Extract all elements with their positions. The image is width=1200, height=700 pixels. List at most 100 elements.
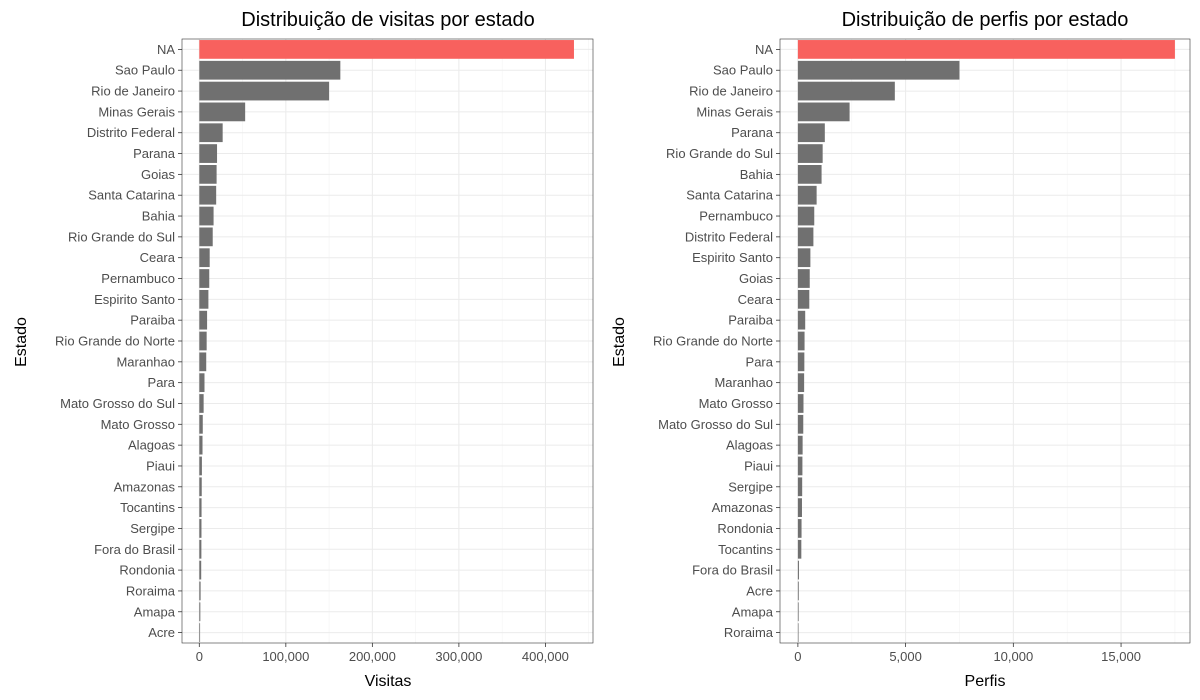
- y-tick-label: Tocantins: [120, 500, 175, 515]
- bar-acre: [199, 623, 201, 642]
- bar-paraiba: [199, 310, 208, 330]
- y-tick-label: Ceara: [738, 292, 774, 307]
- y-tick-label: Rondonia: [717, 521, 773, 536]
- y-tick-label: Amapa: [134, 604, 176, 619]
- y-tick-label: Rio Grande do Sul: [68, 229, 175, 244]
- y-tick-label: Mato Grosso do Sul: [60, 396, 175, 411]
- bar-roraima: [797, 623, 799, 642]
- y-tick-label: Parana: [133, 146, 176, 161]
- bar-rio-de-janeiro: [797, 81, 895, 101]
- y-tick-label: Fora do Brasil: [94, 542, 175, 557]
- y-tick-label: Rio de Janeiro: [91, 84, 175, 99]
- bar-parana: [797, 123, 825, 143]
- bar-para: [797, 352, 805, 372]
- y-tick-label: Bahia: [142, 209, 176, 224]
- y-tick-label: Sao Paulo: [713, 63, 773, 78]
- bar-santa-catarina: [199, 185, 217, 205]
- bar-espirito-santo: [199, 289, 209, 309]
- y-tick-label: Ceara: [140, 250, 176, 265]
- x-axis-title: Perfis: [965, 673, 1006, 690]
- bars: [199, 40, 574, 642]
- panel-border: [779, 38, 1191, 644]
- bar-rio-grande-do-sul: [199, 227, 213, 247]
- y-tick-label: NA: [755, 42, 773, 57]
- chart-perfis: Distribuição de perfis por estado Perfis…: [611, 9, 1191, 690]
- bar-para: [199, 373, 205, 393]
- bar-minas-gerais: [797, 102, 850, 122]
- x-tick-label: 5,000: [889, 649, 922, 664]
- bar-mato-grosso: [199, 414, 203, 434]
- y-tick-label: Roraima: [724, 625, 774, 640]
- bar-amazonas: [199, 477, 202, 497]
- y-tick-label: Para: [746, 354, 774, 369]
- bar-mato-grosso-do-sul: [797, 414, 804, 434]
- y-tick-label: Paraiba: [130, 313, 176, 328]
- y-tick-label: Maranhao: [714, 375, 773, 390]
- y-tick-label: Minas Gerais: [696, 104, 773, 119]
- bar-piaui: [797, 456, 803, 476]
- y-tick-label: Bahia: [740, 167, 774, 182]
- y-tick-label: Rio de Janeiro: [689, 84, 773, 99]
- bar-na: [199, 40, 574, 59]
- y-tick-label: Rio Grande do Norte: [653, 334, 773, 349]
- bar-mato-grosso-do-sul: [199, 394, 204, 413]
- y-tick-label: Mato Grosso: [699, 396, 773, 411]
- x-tick-label: 15,000: [1101, 649, 1141, 664]
- bar-distrito-federal: [199, 123, 223, 143]
- bar-ceara: [797, 289, 810, 309]
- bar-amapa: [797, 602, 799, 622]
- y-tick-label: Acre: [148, 625, 175, 640]
- x-tick-label: 0: [196, 649, 203, 664]
- y-tick-label: Goias: [739, 271, 773, 286]
- y-tick-label: Piaui: [146, 458, 175, 473]
- y-tick-label: Santa Catarina: [88, 188, 175, 203]
- y-tick-label: Distrito Federal: [87, 125, 175, 140]
- y-tick-label: Mato Grosso: [101, 417, 175, 432]
- bar-maranhao: [199, 352, 207, 372]
- bar-rio-grande-do-norte: [199, 331, 207, 351]
- bar-santa-catarina: [797, 185, 817, 205]
- bar-bahia: [797, 165, 822, 184]
- y-tick-label: Rondonia: [119, 563, 175, 578]
- bar-rio-de-janeiro: [199, 81, 330, 101]
- bar-alagoas: [199, 435, 203, 455]
- x-tick-label: 0: [794, 649, 801, 664]
- x-tick-label: 300,000: [435, 649, 482, 664]
- bar-pernambuco: [797, 206, 815, 226]
- y-tick-label: Alagoas: [726, 438, 773, 453]
- bar-maranhao: [797, 373, 805, 393]
- bar-rondonia: [199, 560, 202, 580]
- bar-goias: [199, 165, 217, 184]
- y-tick-label: Acre: [746, 583, 773, 598]
- bar-na: [797, 40, 1175, 59]
- y-tick-label: Paraiba: [728, 313, 774, 328]
- bar-goias: [797, 269, 810, 288]
- bar-amapa: [199, 602, 201, 622]
- y-tick-label: Pernambuco: [101, 271, 175, 286]
- grid: [182, 39, 593, 643]
- y-tick-label: Sergipe: [728, 479, 773, 494]
- y-tick-label: Tocantins: [718, 542, 773, 557]
- bar-sao-paulo: [199, 60, 341, 80]
- bar-mato-grosso: [797, 394, 804, 413]
- y-tick-label: Parana: [731, 125, 774, 140]
- bar-sergipe: [199, 519, 202, 538]
- bar-paraiba: [797, 310, 806, 330]
- chart-title: Distribuição de visitas por estado: [241, 9, 534, 31]
- y-tick-label: Goias: [141, 167, 175, 182]
- bar-tocantins: [199, 498, 202, 517]
- y-axis-title: Estado: [13, 317, 30, 367]
- bar-sergipe: [797, 477, 803, 497]
- y-tick-label: Mato Grosso do Sul: [658, 417, 773, 432]
- y-tick-label: Pernambuco: [699, 209, 773, 224]
- bar-roraima: [199, 581, 201, 601]
- bar-distrito-federal: [797, 227, 814, 247]
- bar-fora-do-brasil: [199, 539, 202, 559]
- bar-parana: [199, 144, 218, 163]
- y-tick-label: Alagoas: [128, 438, 175, 453]
- y-tick-label: Santa Catarina: [686, 188, 773, 203]
- bar-espirito-santo: [797, 248, 811, 268]
- y-tick-label: Rio Grande do Sul: [666, 146, 773, 161]
